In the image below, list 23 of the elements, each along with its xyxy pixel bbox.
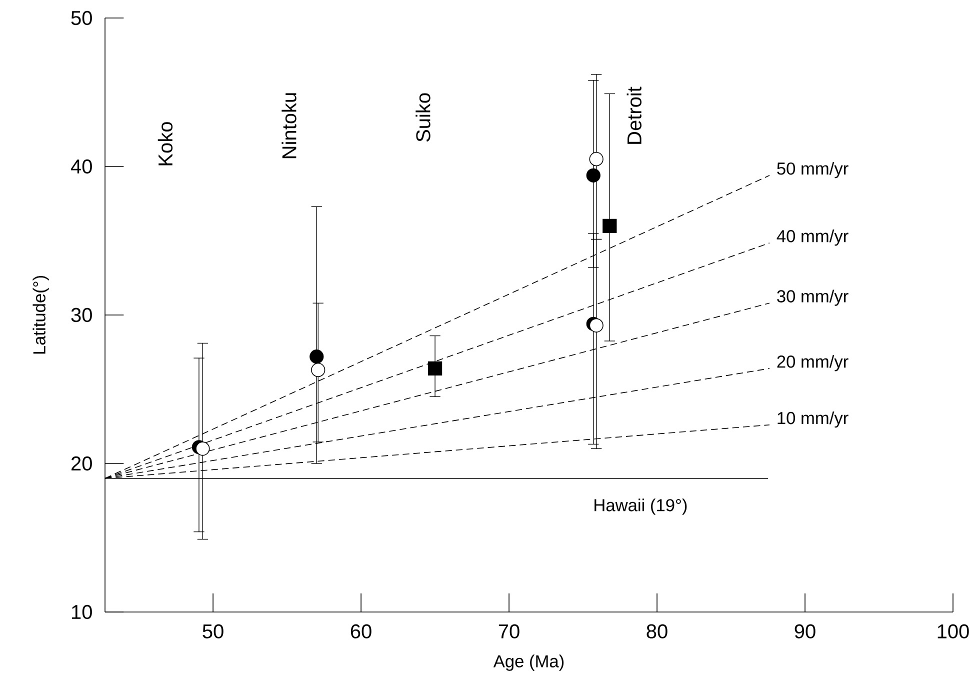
series-label: Hawaii (19°) <box>594 498 687 515</box>
y-tick-label: 20 <box>72 456 92 471</box>
x-axis-title: Age (Ma) <box>493 654 564 671</box>
y-tick-label: 30 <box>71 308 92 322</box>
x-tick-label: 60 <box>350 624 372 638</box>
series-label: 30 mm/yr <box>777 290 848 306</box>
annotation: Suiko <box>416 93 430 142</box>
y-tick-label: 50 <box>71 10 92 26</box>
series-label: 20 mm/yr <box>777 355 848 372</box>
y-axis-title: Latitude(°) <box>32 276 49 354</box>
series-label: 10 mm/yr <box>778 411 848 428</box>
x-tick-label: 70 <box>498 624 520 638</box>
y-tick-label: 40 <box>70 159 92 174</box>
series-label: 40 mm/yr <box>776 230 848 246</box>
x-tick-label: 80 <box>646 624 668 638</box>
y-tick-label: 10 <box>72 604 92 620</box>
series-label: 50 mm/yr <box>777 162 848 178</box>
x-tick-label: 50 <box>202 624 224 638</box>
annotation: Detroit <box>626 86 642 144</box>
x-tick-label: 100 <box>938 624 969 638</box>
x-tick-label: 90 <box>794 624 816 638</box>
annotation: Nintoku <box>282 93 296 158</box>
annotation: Koko <box>158 122 173 166</box>
